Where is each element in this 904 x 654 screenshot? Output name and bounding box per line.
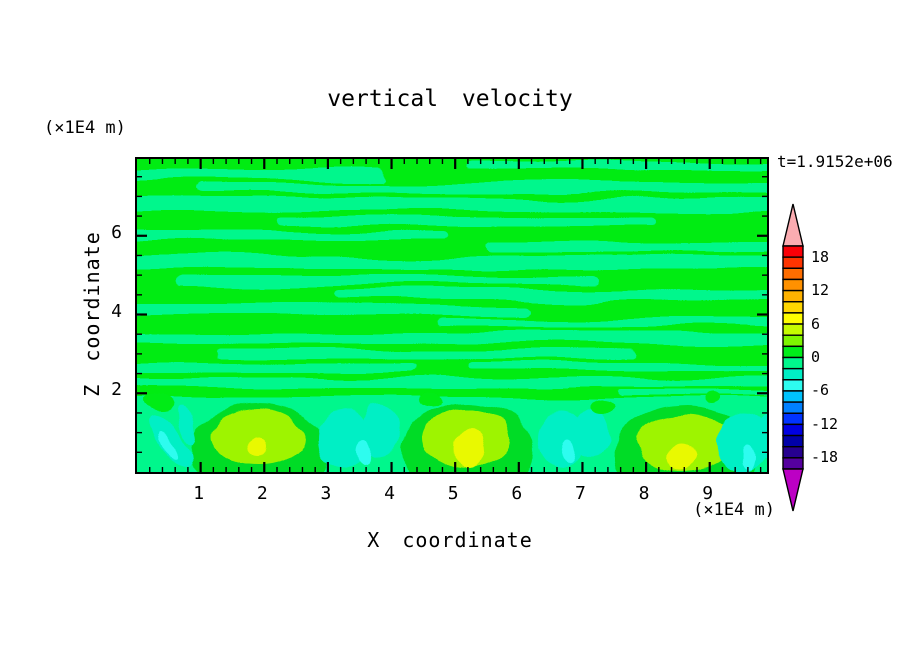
x-axis-tick-label: 5 <box>447 483 459 504</box>
x-axis-tick-label: 4 <box>384 483 395 504</box>
x-axis-tick-label: 8 <box>638 483 650 504</box>
colorbar-over-arrow <box>782 203 804 247</box>
colorbar-segment <box>782 356 804 370</box>
wave-streak <box>137 197 767 211</box>
plume-blob <box>574 409 610 457</box>
wave-streak <box>617 389 767 395</box>
plume-blob <box>250 438 268 456</box>
colorbar-segment <box>782 379 804 392</box>
z-axis-title: Z coordinate <box>80 231 104 397</box>
plume-blob <box>589 398 615 414</box>
plume-blob <box>753 413 767 457</box>
time-label: t=1.9152e+06 <box>777 152 893 171</box>
colorbar-tick-label: 18 <box>811 247 830 266</box>
wave-streak <box>137 364 417 374</box>
plot-area <box>135 157 769 474</box>
wave-streak <box>137 231 447 241</box>
plume-blob <box>562 438 576 464</box>
colorbar-segment <box>782 301 804 314</box>
z-axis-tick-label: 4 <box>111 300 122 322</box>
colorbar-segment <box>782 390 804 403</box>
colorbar-segment <box>782 334 804 348</box>
plume-blob <box>156 434 178 460</box>
colorbar-segment <box>782 345 804 359</box>
z-axis-units-label: (×1E4 m) <box>44 118 126 138</box>
colorbar-segment <box>782 367 804 381</box>
wave-streak <box>137 332 767 344</box>
x-axis-tick-label: 9 <box>702 483 714 504</box>
colorbar-tick-label: 6 <box>811 314 821 333</box>
x-axis-tick-label: 1 <box>193 483 205 504</box>
wave-streak <box>277 217 657 227</box>
colorbar-tick-label: 12 <box>811 281 830 300</box>
plume-blob <box>704 391 722 403</box>
wave-streak <box>197 183 767 193</box>
z-axis-tick-label: 2 <box>111 379 122 401</box>
plume-blob <box>319 409 367 469</box>
colorbar-segment <box>782 423 804 437</box>
axis-ticks <box>137 159 767 472</box>
wave-streak <box>137 378 767 386</box>
wave-streak <box>137 257 767 269</box>
convection-plumes <box>146 391 767 472</box>
wave-streak <box>177 275 597 285</box>
colorbar-segment <box>782 457 804 470</box>
x-axis-units-label: (×1E4 m) <box>693 500 775 520</box>
wave-streak <box>137 304 527 316</box>
plume-blob <box>668 443 696 469</box>
x-axis-tick-label: 3 <box>320 483 332 504</box>
contour-canvas <box>137 159 767 472</box>
colorbar-segment <box>782 445 804 459</box>
wave-streak <box>467 160 767 170</box>
plume-blob <box>419 393 441 407</box>
x-axis-title: X coordinate <box>367 528 533 552</box>
colorbar-segment <box>782 278 804 292</box>
colorbar-tick-label: -6 <box>811 381 830 400</box>
colorbar-segment <box>782 434 804 448</box>
wave-streak <box>467 363 767 371</box>
chart-title: vertical velocity <box>327 86 573 112</box>
colorbar-segment <box>782 312 804 325</box>
plume-blob <box>212 409 304 465</box>
plume-blob <box>455 430 485 470</box>
colorbar-tick-label: -18 <box>811 448 839 467</box>
plume-blob <box>636 415 732 471</box>
colorbar <box>782 203 804 512</box>
wave-streak <box>437 318 767 328</box>
plume-blob <box>146 394 174 410</box>
colorbar-segment <box>782 289 804 303</box>
colorbar-tick-label: -12 <box>811 414 839 433</box>
plume-blob <box>177 404 197 444</box>
plume-blob <box>147 414 191 468</box>
wave-streak <box>337 289 767 299</box>
plume-blob <box>356 436 372 466</box>
colorbar-segment <box>782 267 804 281</box>
wave-streak <box>217 350 637 360</box>
x-axis-tick-label: 2 <box>256 483 268 504</box>
colorbar-tick-label: 0 <box>811 348 821 366</box>
colorbar-segment <box>782 401 804 414</box>
wave-streak <box>487 242 767 254</box>
colorbar-segment <box>782 245 804 258</box>
colorbar-segment <box>782 323 804 336</box>
wave-streak <box>137 170 387 180</box>
colorbar-segment <box>782 412 804 426</box>
colorbar-under-arrow <box>782 468 804 512</box>
x-axis-tick-label: 7 <box>575 483 586 504</box>
z-axis-tick-label: 6 <box>111 221 122 243</box>
colorbar-segment <box>782 256 804 270</box>
plume-blob <box>743 445 755 469</box>
x-axis-tick-label: 6 <box>511 483 523 504</box>
